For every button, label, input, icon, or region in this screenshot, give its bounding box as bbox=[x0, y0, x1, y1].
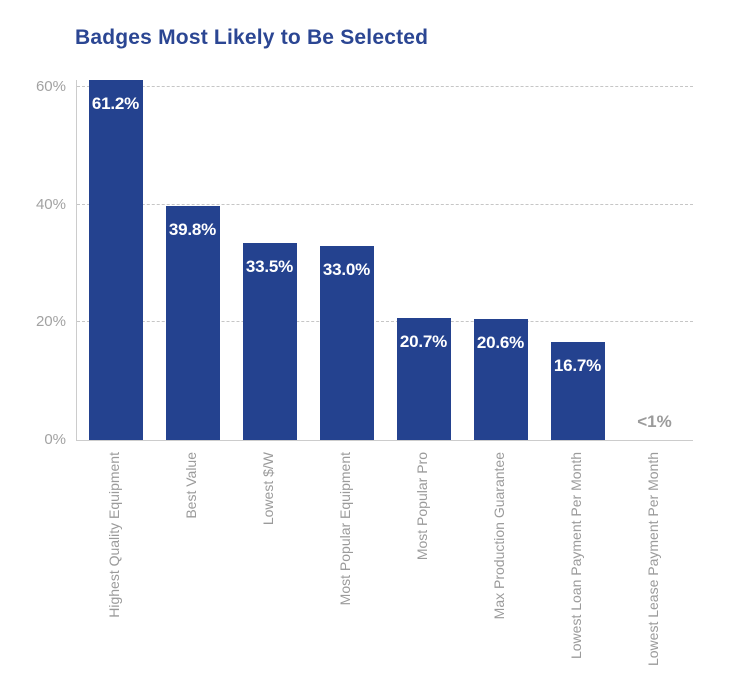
x-category-label: Max Production Guarantee bbox=[491, 452, 507, 620]
y-tick-label: 20% bbox=[35, 313, 66, 331]
y-gridline bbox=[77, 321, 693, 323]
bar-value-label: 33.0% bbox=[322, 259, 371, 279]
bar-value-label: 33.5% bbox=[245, 256, 294, 276]
x-category-label: Most Popular Equipment bbox=[337, 452, 353, 606]
x-category-label: Highest Quality Equipment bbox=[106, 452, 122, 618]
bar-value-label: 20.6% bbox=[476, 332, 525, 352]
x-category-label: Lowest Loan Payment Per Month bbox=[568, 452, 584, 660]
bar-value-label: 61.2% bbox=[91, 94, 140, 113]
y-gridline bbox=[77, 86, 693, 88]
x-category-label: Most Popular Pro bbox=[414, 452, 430, 561]
bar-value-label: 20.7% bbox=[399, 332, 448, 352]
plot-area: 61.2% 39.8% 33.5% 33.0% 20.7% 20.6% 16.7% <1% bbox=[76, 80, 693, 441]
chart-title: Badges Most Likely to Be Selected bbox=[75, 26, 429, 49]
y-tick-label: 40% bbox=[35, 195, 66, 213]
bar bbox=[242, 242, 297, 440]
no-bar-value-label: <1% bbox=[637, 412, 672, 431]
bar bbox=[165, 205, 220, 440]
bar bbox=[550, 341, 605, 440]
y-tick-label: 60% bbox=[35, 78, 66, 96]
bar bbox=[396, 318, 451, 440]
y-tick-label: 0% bbox=[44, 431, 66, 448]
bar bbox=[88, 80, 143, 440]
bar-value-label: 16.7% bbox=[553, 355, 602, 375]
bar bbox=[473, 318, 528, 440]
x-category-label: Best Value bbox=[183, 452, 199, 519]
y-gridline bbox=[77, 203, 693, 205]
x-category-label: Lowest $/W bbox=[260, 452, 276, 526]
bar bbox=[319, 245, 374, 440]
bar-value-label: 39.8% bbox=[168, 219, 217, 239]
x-category-label: Lowest Lease Payment Per Month bbox=[645, 452, 661, 667]
